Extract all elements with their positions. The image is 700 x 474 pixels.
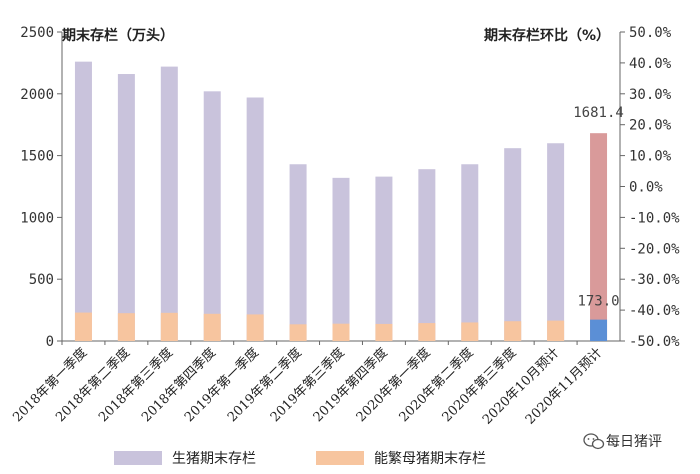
- bar-hog: [332, 177, 350, 341]
- bar-sow: [160, 312, 178, 341]
- watermark: 每日猪评: [583, 433, 662, 450]
- bar-hog: [375, 176, 393, 341]
- bar-hog: [203, 91, 221, 341]
- bar-sow: [289, 324, 307, 341]
- bar-hog: [246, 97, 264, 342]
- right-tick-label: 0.0%: [629, 180, 663, 196]
- right-tick-label: 40.0%: [629, 56, 672, 72]
- bar-hog: [590, 133, 608, 341]
- left-tick-label: 2000: [20, 87, 54, 103]
- category-label: 2019年第四季度: [310, 345, 391, 426]
- right-tick-label: -40.0%: [629, 303, 680, 319]
- right-tick-label: -10.0%: [629, 210, 680, 226]
- bar-sow: [504, 321, 522, 341]
- category-label: 2020年11月预计: [523, 345, 605, 427]
- left-tick-label: 500: [29, 272, 54, 288]
- data-label-sow-last: 173.0: [577, 294, 619, 310]
- category-label: 2019年第三季度: [267, 345, 348, 426]
- right-axis-title: 期末存栏环比（%）: [484, 27, 610, 44]
- bar-hog: [418, 169, 436, 341]
- data-label-hog-last: 1681.4: [573, 105, 624, 121]
- bar-hog: [160, 66, 178, 341]
- bar-hog: [117, 74, 135, 342]
- right-tick-label: 10.0%: [629, 149, 672, 165]
- right-tick-label: 50.0%: [629, 25, 672, 41]
- left-tick-label: 0: [46, 334, 54, 350]
- left-tick-label: 1500: [20, 149, 54, 165]
- bar-sow: [74, 312, 92, 341]
- bar-hog: [74, 61, 92, 341]
- left-axis-title: 期末存栏（万头）: [62, 27, 174, 44]
- bar-hog: [461, 164, 479, 341]
- left-axis: 0 500 1000 1500 2000 2500: [20, 25, 620, 350]
- category-label: 2019年第二季度: [224, 345, 305, 426]
- bar-sow: [117, 313, 135, 341]
- category-labels: 2018年第一季度2018年第二季度2018年第三季度2018年第四季度2019…: [10, 345, 606, 428]
- legend-swatch-hog: [114, 451, 162, 465]
- category-label: 2018年第一季度: [10, 345, 91, 426]
- category-label: 2020年第一季度: [353, 345, 434, 426]
- category-label: 2019年第一季度: [181, 345, 262, 426]
- bar-sow: [590, 319, 608, 341]
- right-tick-label: -50.0%: [629, 334, 680, 350]
- watermark-text: 每日猪评: [606, 434, 662, 450]
- wechat-icon: [583, 433, 605, 450]
- right-tick-label: 30.0%: [629, 87, 672, 103]
- bar-sow: [461, 322, 479, 341]
- category-label: 2018年第三季度: [95, 345, 176, 426]
- category-label: 2020年第二季度: [396, 345, 477, 426]
- category-label: 2020年第三季度: [439, 345, 520, 426]
- category-label: 2018年第四季度: [138, 345, 219, 426]
- bar-sow: [332, 323, 350, 341]
- legend-swatch-sow: [316, 451, 364, 465]
- right-tick-label: 20.0%: [629, 118, 672, 134]
- bar-sow: [203, 313, 221, 341]
- category-label: 2020年10月预计: [480, 345, 562, 427]
- left-tick-label: 2500: [20, 25, 54, 41]
- bar-sow: [246, 314, 264, 341]
- bar-hog: [504, 148, 522, 341]
- bar-hog: [547, 143, 565, 341]
- right-axis: -50.0% -40.0% -30.0% -20.0% -10.0% 0.0% 10.0% 2…: [619, 25, 680, 350]
- bar-sow: [375, 323, 393, 341]
- legend: 生猪期末存栏 能繁母猪期末存栏: [114, 451, 486, 467]
- bar-sow: [418, 323, 436, 341]
- legend-label-hog: 生猪期末存栏: [172, 451, 256, 467]
- right-tick-label: -30.0%: [629, 272, 680, 288]
- legend-label-sow: 能繁母猪期末存栏: [374, 451, 486, 467]
- bar-sow: [547, 320, 565, 341]
- left-tick-label: 1000: [20, 210, 54, 226]
- bar-hog: [289, 164, 307, 341]
- right-tick-label: -20.0%: [629, 241, 680, 257]
- bars: [61, 61, 608, 345]
- category-label: 2018年第二季度: [53, 345, 134, 426]
